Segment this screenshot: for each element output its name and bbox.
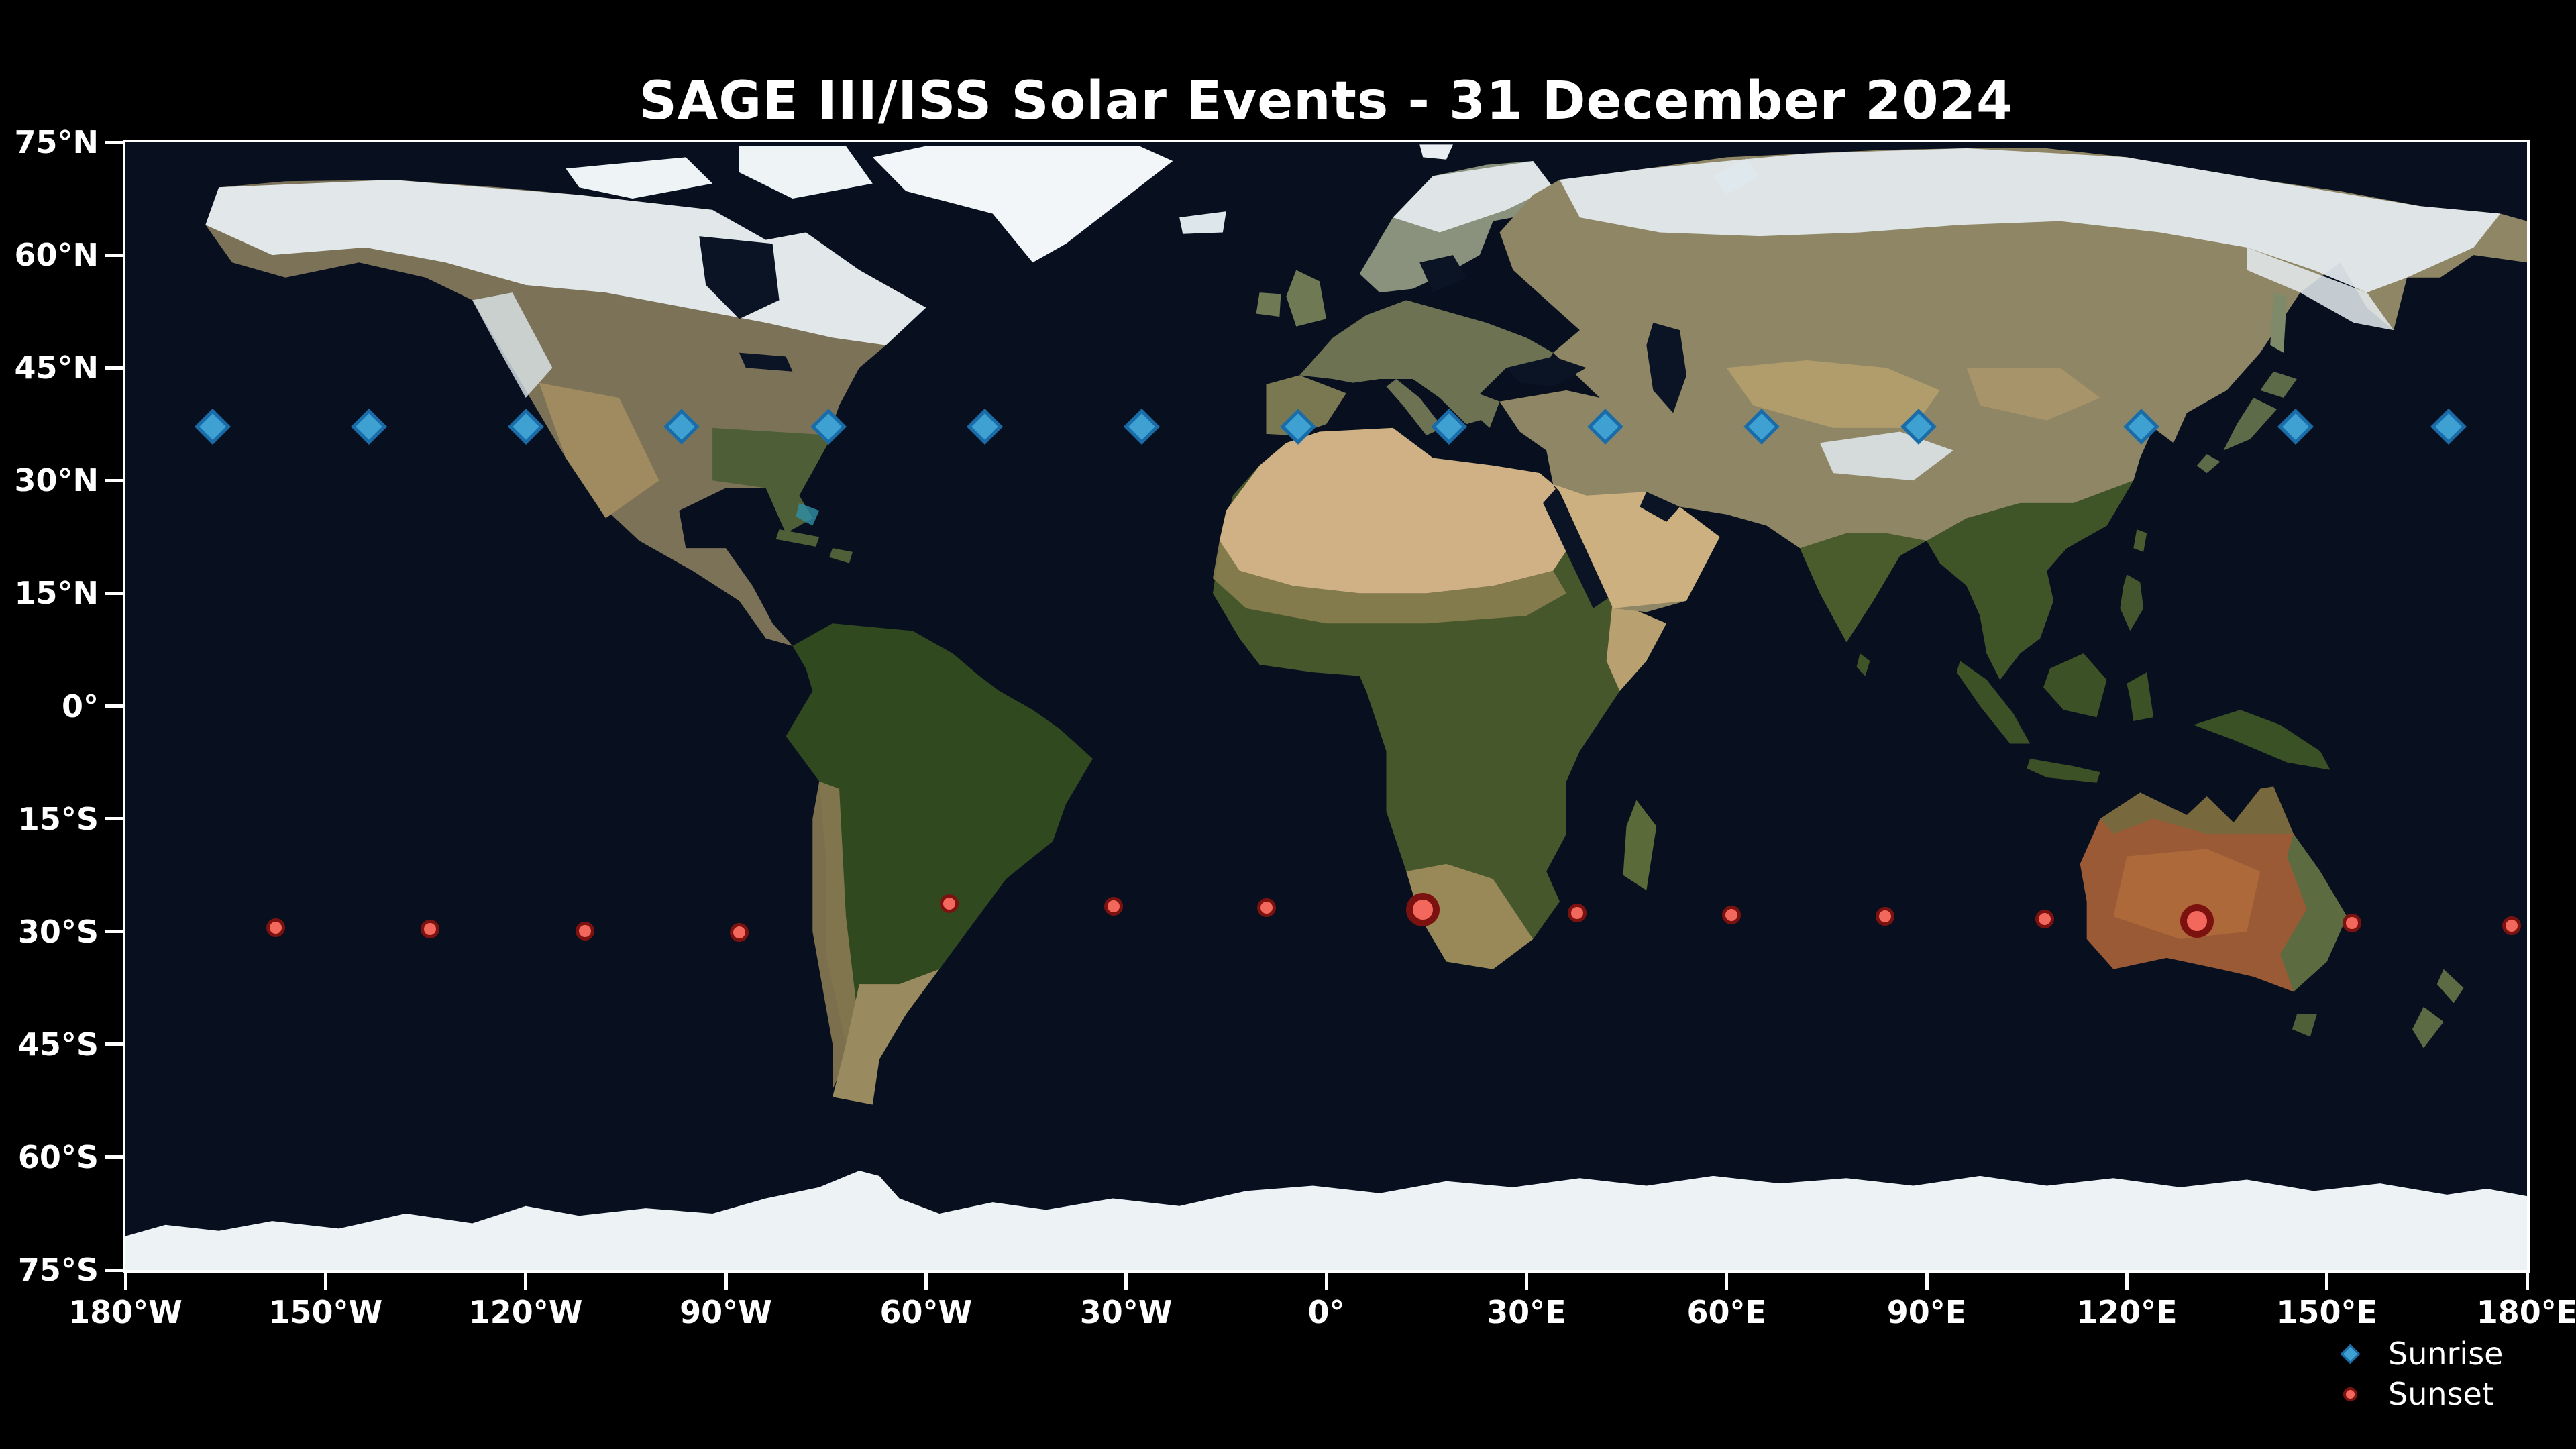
lat-tick-mark — [105, 704, 123, 708]
sunrise-marker — [195, 408, 231, 445]
sunset-marker — [2035, 909, 2055, 928]
lon-tick-label: 120°E — [2076, 1294, 2178, 1330]
sunrise-marker — [663, 408, 700, 445]
sunrise-marker — [1743, 408, 1780, 445]
lon-tick-mark — [123, 1273, 127, 1290]
sunset-marker — [2502, 916, 2522, 935]
sunset-marker — [1104, 896, 1123, 916]
sunset-marker — [729, 922, 749, 942]
lon-tick-label: 0° — [1307, 1294, 1345, 1330]
sunrise-marker — [1280, 408, 1317, 445]
lat-tick-mark — [105, 1042, 123, 1046]
lon-tick-label: 60°E — [1686, 1294, 1766, 1330]
lat-tick-mark — [105, 591, 123, 595]
lat-tick-label: 45°N — [14, 350, 99, 386]
chart-title: SAGE III/ISS Solar Events - 31 December … — [639, 71, 2014, 131]
lat-tick-label: 15°S — [17, 800, 99, 837]
sunset-marker — [2343, 914, 2362, 933]
sunset-marker — [576, 921, 595, 941]
lat-tick-mark — [105, 817, 123, 821]
lon-tick-label: 30°E — [1487, 1294, 1566, 1330]
lon-tick-label: 120°W — [468, 1294, 583, 1330]
sunset-marker — [1567, 903, 1587, 922]
sunrise-marker — [507, 408, 544, 445]
sunrise-marker — [2430, 408, 2467, 445]
legend-row-sunset: Sunset — [2326, 1374, 2503, 1414]
sunset-marker — [421, 920, 440, 939]
sunset-marker — [2180, 904, 2214, 938]
sunrise-marker — [351, 408, 387, 445]
lon-tick-mark — [323, 1273, 327, 1290]
lon-tick-mark — [2325, 1273, 2329, 1290]
sunrise-marker — [2123, 408, 2160, 445]
lon-tick-mark — [724, 1273, 728, 1290]
lat-tick-label: 75°N — [14, 124, 99, 160]
lat-tick-label: 75°S — [17, 1252, 99, 1288]
sunset-marker — [1256, 898, 1276, 917]
lon-tick-label: 30°W — [1079, 1294, 1173, 1330]
sunrise-diamond-icon — [2340, 1344, 2360, 1364]
lon-tick-label: 150°W — [268, 1294, 383, 1330]
lat-tick-label: 15°N — [14, 575, 99, 612]
sunset-legend-label: Sunset — [2388, 1376, 2494, 1412]
lat-tick-mark — [105, 140, 123, 144]
lat-tick-label: 30°S — [17, 913, 99, 950]
lat-tick-label: 45°S — [17, 1026, 99, 1063]
sunset-marker — [1876, 907, 1895, 926]
lat-tick-mark — [105, 1268, 123, 1272]
sunrise-marker — [1431, 408, 1467, 445]
sunset-dot-icon — [2343, 1387, 2357, 1401]
lat-tick-mark — [105, 1155, 123, 1159]
lat-tick-label: 60°N — [14, 237, 99, 274]
map-frame — [123, 140, 2530, 1273]
lon-tick-mark — [1324, 1273, 1328, 1290]
sunset-marker — [940, 894, 959, 914]
sunrise-marker — [810, 408, 847, 445]
lon-tick-label: 60°W — [879, 1294, 973, 1330]
lon-tick-mark — [524, 1273, 528, 1290]
lat-tick-mark — [105, 253, 123, 257]
sunrise-marker — [1900, 408, 1937, 445]
lat-tick-label: 60°S — [17, 1138, 99, 1175]
sunrise-marker — [966, 408, 1003, 445]
sunrise-marker — [1123, 408, 1160, 445]
lat-tick-mark — [105, 930, 123, 934]
lon-tick-mark — [1524, 1273, 1528, 1290]
sunrise-marker — [1587, 408, 1623, 445]
lon-tick-label: 150°E — [2276, 1294, 2377, 1330]
sunset-legend-marker — [2326, 1387, 2373, 1401]
points-layer — [125, 142, 2527, 1270]
sunset-marker — [1721, 906, 1741, 925]
sunrise-marker — [2277, 408, 2314, 445]
lon-tick-label: 180°E — [2476, 1294, 2576, 1330]
lat-tick-mark — [105, 478, 123, 482]
lon-tick-label: 90°W — [680, 1294, 772, 1330]
lon-tick-label: 90°E — [1886, 1294, 1967, 1330]
legend-row-sunrise: Sunrise — [2326, 1334, 2503, 1374]
world-map-basemap — [125, 142, 2527, 1270]
sunset-marker — [1406, 893, 1440, 927]
lon-tick-label: 180°W — [68, 1294, 182, 1330]
lon-tick-mark — [2125, 1273, 2129, 1290]
sunrise-legend-marker — [2326, 1344, 2373, 1364]
legend: Sunrise Sunset — [2326, 1334, 2503, 1414]
lon-tick-mark — [1725, 1273, 1729, 1290]
lat-tick-label: 30°N — [14, 462, 99, 499]
lon-tick-mark — [2525, 1273, 2529, 1290]
lon-tick-mark — [924, 1273, 928, 1290]
lat-tick-label: 0° — [61, 688, 99, 724]
lon-tick-mark — [1925, 1273, 1929, 1290]
sunset-marker — [266, 918, 285, 938]
lon-tick-mark — [1124, 1273, 1128, 1290]
lat-tick-mark — [105, 366, 123, 370]
sunrise-legend-label: Sunrise — [2388, 1336, 2504, 1372]
